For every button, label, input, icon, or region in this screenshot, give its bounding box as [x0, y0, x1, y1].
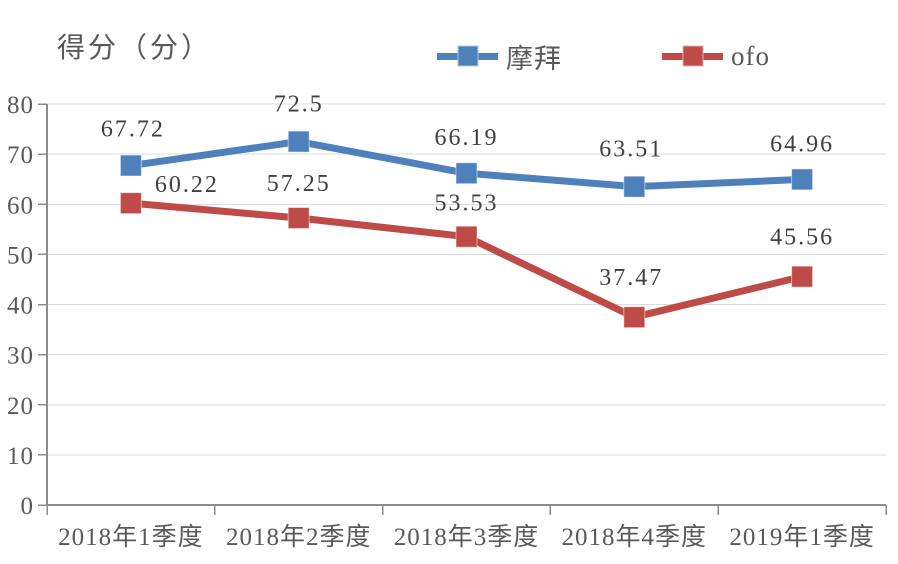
- svg-text:63.51: 63.51: [599, 137, 663, 163]
- svg-text:72.5: 72.5: [274, 92, 324, 118]
- svg-text:30: 30: [7, 343, 34, 370]
- y-tick-labels: 0 10 20 30 40 50 60 70 80: [7, 92, 35, 520]
- svg-text:67.72: 67.72: [101, 117, 165, 143]
- svg-text:2018年4季度: 2018年4季度: [562, 523, 708, 551]
- svg-text:53.53: 53.53: [435, 191, 499, 217]
- gridlines: [47, 103, 886, 456]
- legend-item-ofo: ofo: [662, 40, 770, 71]
- svg-text:60: 60: [7, 192, 34, 219]
- svg-text:45.56: 45.56: [770, 225, 834, 251]
- svg-text:50: 50: [7, 242, 34, 269]
- series-ofo: [119, 192, 814, 329]
- data-labels-ofo: 60.22 57.25 53.53 37.47 45.56: [155, 171, 834, 291]
- data-labels-mobike: 67.72 72.5 66.19 63.51 64.96: [101, 92, 834, 163]
- svg-text:2019年1季度: 2019年1季度: [729, 523, 875, 551]
- svg-text:2018年2季度: 2018年2季度: [226, 523, 372, 551]
- x-tick-labels: 2018年1季度 2018年2季度 2018年3季度 2018年4季度 2019年1季度: [58, 523, 875, 551]
- svg-text:57.25: 57.25: [267, 171, 331, 197]
- ofo-line-marker-icon: [662, 52, 723, 60]
- axis-ticks: [38, 103, 887, 515]
- svg-text:80: 80: [7, 92, 34, 119]
- svg-text:37.47: 37.47: [599, 265, 663, 291]
- legend-label-ofo: ofo: [731, 40, 770, 71]
- svg-text:2018年1季度: 2018年1季度: [58, 523, 204, 551]
- svg-text:40: 40: [7, 293, 34, 320]
- svg-text:2018年3季度: 2018年3季度: [394, 523, 540, 551]
- svg-text:70: 70: [7, 142, 34, 169]
- mobike-line-marker-icon: [437, 52, 498, 60]
- svg-text:0: 0: [21, 493, 35, 520]
- y-axis-title: 得分（分）: [57, 33, 213, 64]
- series-mobike: [119, 130, 814, 198]
- svg-text:64.96: 64.96: [770, 131, 834, 157]
- legend-item-mobike: 摩拜: [437, 42, 562, 74]
- svg-text:66.19: 66.19: [435, 125, 499, 151]
- svg-text:10: 10: [7, 443, 34, 470]
- svg-text:60.22: 60.22: [155, 172, 219, 198]
- legend-label-mobike: 摩拜: [506, 43, 562, 74]
- svg-text:20: 20: [7, 393, 34, 420]
- legend: 摩拜 ofo: [0, 40, 898, 74]
